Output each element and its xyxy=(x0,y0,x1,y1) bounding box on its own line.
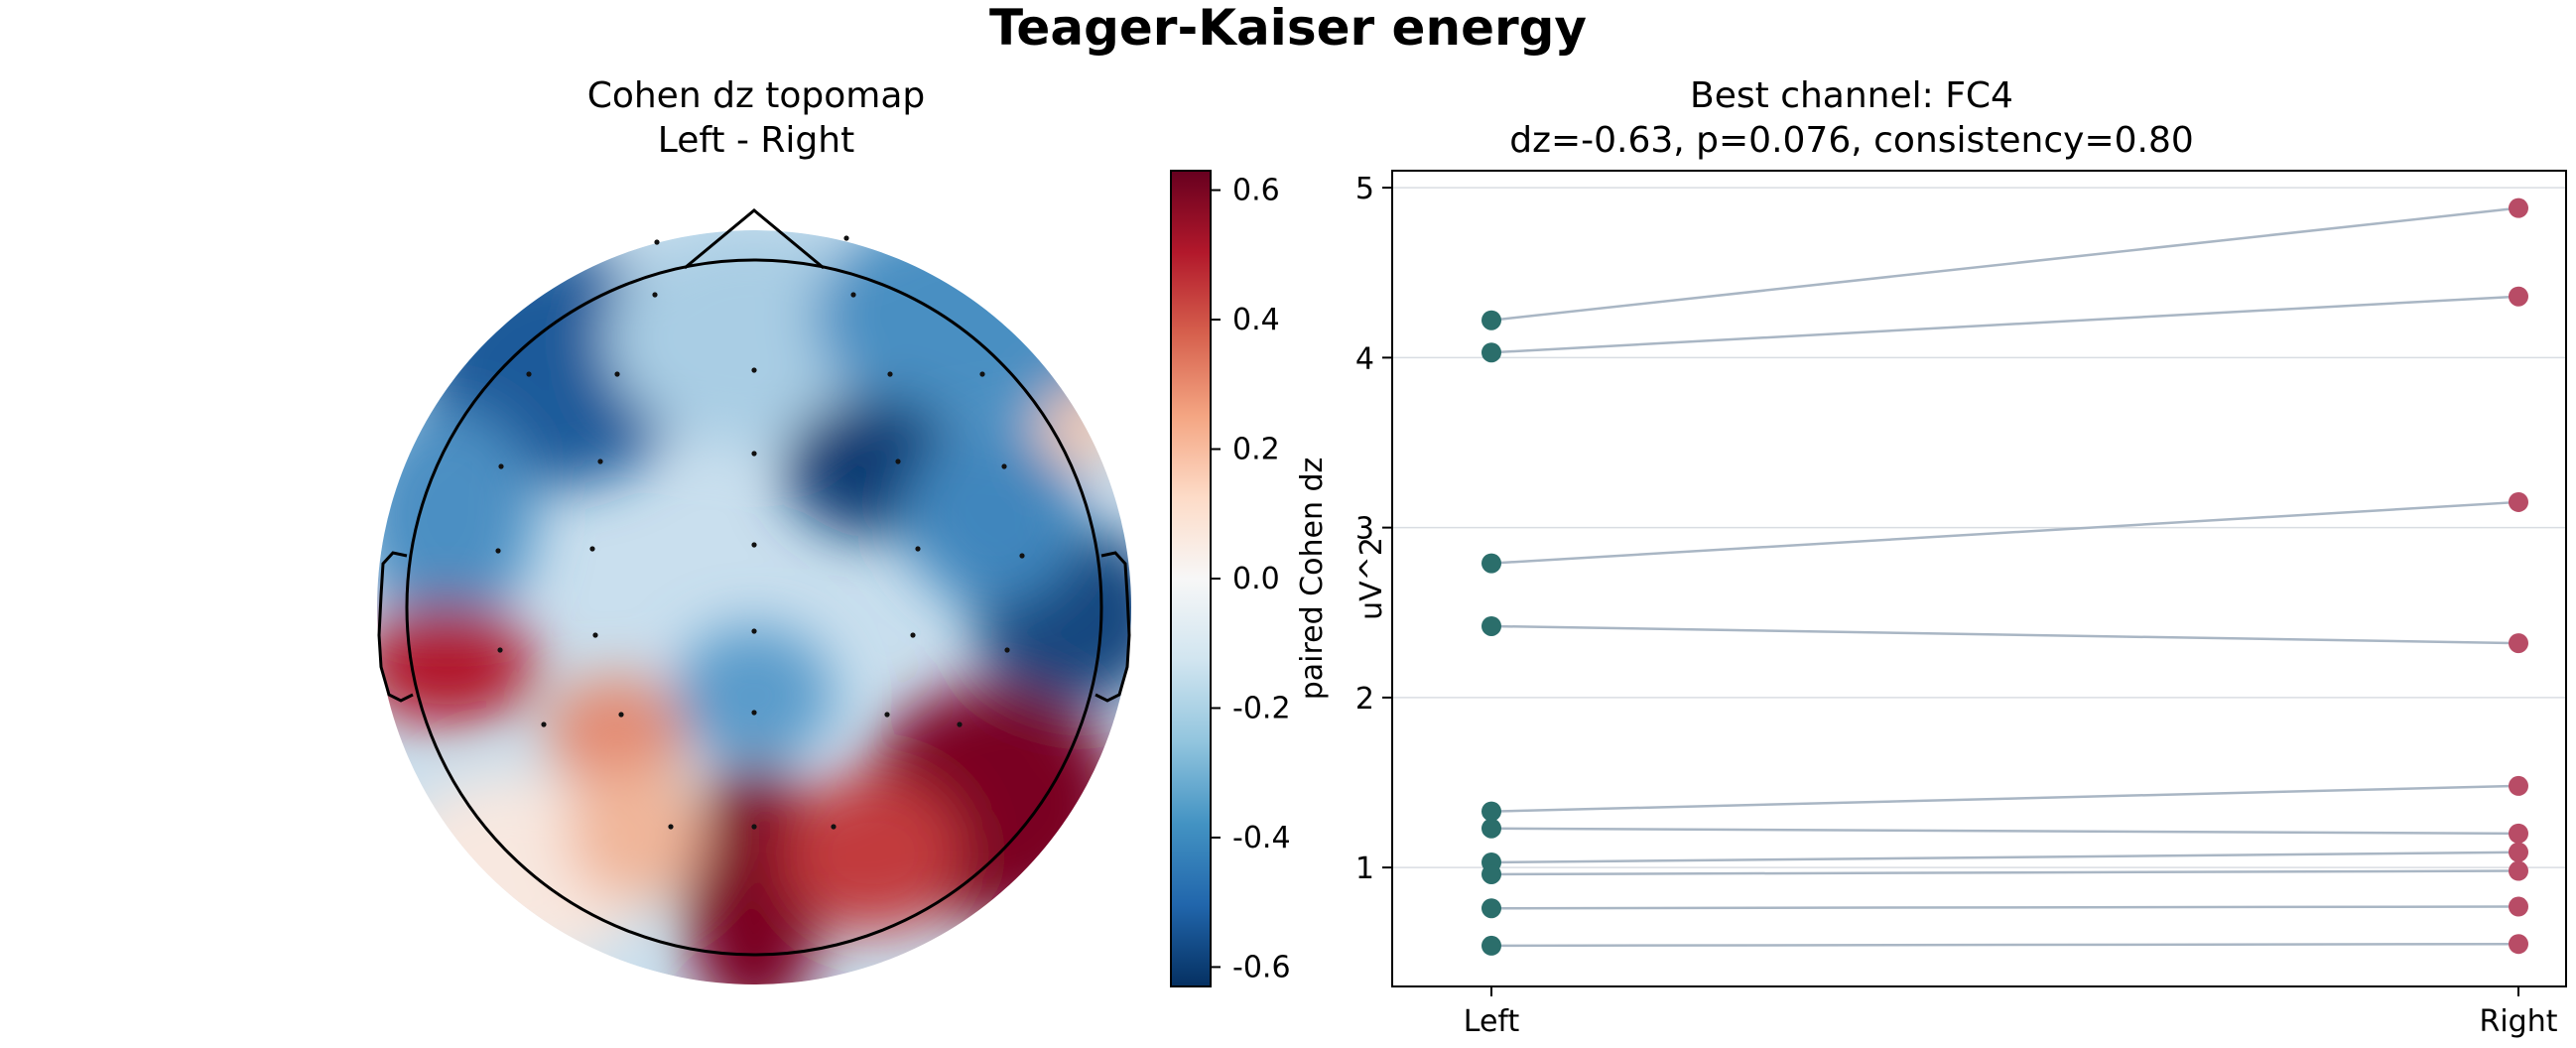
sensor-dot xyxy=(915,546,921,552)
sensor-dot xyxy=(831,824,837,830)
sensor-dot xyxy=(1019,553,1025,559)
colorbar-tick-label: 0.6 xyxy=(1232,174,1280,208)
pair-line xyxy=(1490,827,2519,836)
sensor-dot xyxy=(497,647,503,653)
pair-line xyxy=(1490,942,2519,948)
sensor-dot xyxy=(895,458,901,464)
left-point xyxy=(1481,935,1501,956)
y-axis-ticks: 1 2 3 4 5 xyxy=(1355,172,1392,886)
left-point xyxy=(1481,801,1501,822)
pair-line xyxy=(1490,295,2519,354)
topomap-field xyxy=(377,230,1131,984)
left-points xyxy=(1481,310,1501,956)
sensor-dot xyxy=(884,712,890,718)
right-point xyxy=(2509,286,2528,307)
colorbar-tick-label: -0.2 xyxy=(1232,691,1291,725)
sensor-dot xyxy=(495,548,501,554)
sensor-dot xyxy=(592,632,598,638)
sensor-dot xyxy=(652,292,658,298)
colorbar-tick-label: 0.2 xyxy=(1232,433,1280,467)
y-tick-label: 1 xyxy=(1355,852,1374,886)
pair-line xyxy=(1490,869,2519,876)
y-tick-label: 3 xyxy=(1355,512,1374,547)
sensor-dot xyxy=(541,721,547,727)
right-point xyxy=(2509,842,2528,862)
right-point xyxy=(2509,934,2528,955)
sensor-dot xyxy=(668,824,674,830)
sensor-dot xyxy=(751,628,757,634)
right-points xyxy=(2509,197,2528,955)
pair-line xyxy=(1490,206,2519,322)
left-point xyxy=(1481,553,1501,574)
right-point xyxy=(2509,491,2528,512)
sensor-dot xyxy=(887,371,893,377)
y-tick-label: 4 xyxy=(1355,341,1374,376)
x-tick-label: Left xyxy=(1464,1004,1520,1039)
y-axis-label: uV^2 xyxy=(1354,537,1389,620)
topomap-title-line2: Left - Right xyxy=(658,120,854,161)
pair-line xyxy=(1490,905,2519,910)
left-point xyxy=(1481,863,1501,884)
sensor-dot xyxy=(751,542,757,548)
best-channel-title-line1: Best channel: FC4 xyxy=(1690,75,2013,116)
colorbar-tick-label: -0.4 xyxy=(1232,821,1291,855)
sensor-dot xyxy=(957,721,963,727)
sensor-dot xyxy=(498,463,504,469)
topomap-title-line1: Cohen dz topomap xyxy=(587,75,926,116)
sensor-dot xyxy=(910,632,916,638)
right-point xyxy=(2509,633,2528,654)
right-point xyxy=(2509,823,2528,844)
sensor-dot xyxy=(979,371,985,377)
sensor-dot xyxy=(526,371,532,377)
colorbar xyxy=(1170,170,1212,987)
sensor-dot xyxy=(1001,463,1007,469)
sensor-dots xyxy=(495,235,1025,830)
figure-title: Teager-Kaiser energy xyxy=(989,0,1587,57)
colorbar-label: paired Cohen dz xyxy=(1295,458,1330,701)
pair-line xyxy=(1490,624,2519,645)
sensor-dot xyxy=(843,235,849,241)
best-channel-title-line2: dz=-0.63, p=0.076, consistency=0.80 xyxy=(1509,120,2194,161)
left-point xyxy=(1481,898,1501,919)
sensor-dot xyxy=(850,292,856,298)
x-tick-label: Right xyxy=(2480,1004,2558,1039)
pair-line xyxy=(1490,851,2519,864)
colorbar-tick-label: 0.0 xyxy=(1232,562,1280,596)
right-ear-outline xyxy=(1095,551,1131,703)
left-ear-outline xyxy=(377,551,414,703)
plot-frame xyxy=(1391,170,2567,987)
sensor-dot xyxy=(618,712,624,718)
sensor-dot xyxy=(589,546,595,552)
x-axis-ticks: Left Right xyxy=(1464,986,2558,1039)
sensor-dot xyxy=(1004,647,1010,653)
paired-lines xyxy=(1490,206,2519,948)
right-point xyxy=(2509,775,2528,796)
colorbar-tick-label: -0.6 xyxy=(1232,950,1291,984)
pair-line xyxy=(1490,500,2519,565)
sensor-dot xyxy=(751,367,757,373)
sensor-dot xyxy=(751,451,757,457)
sensor-dot xyxy=(597,458,603,464)
left-point xyxy=(1481,310,1501,330)
sensor-dot xyxy=(654,239,660,245)
colorbar-tick-label: 0.4 xyxy=(1232,303,1280,337)
y-tick-label: 2 xyxy=(1355,682,1374,717)
grid-lines xyxy=(1392,187,2566,868)
left-point xyxy=(1481,342,1501,363)
right-point xyxy=(2509,896,2528,917)
left-point xyxy=(1481,818,1501,839)
left-point xyxy=(1481,615,1501,636)
nose-outline xyxy=(684,208,825,270)
right-point xyxy=(2509,860,2528,881)
head-outline xyxy=(405,258,1103,957)
sensor-dot xyxy=(751,710,757,716)
right-point xyxy=(2509,197,2528,218)
sensor-dot xyxy=(614,371,620,377)
colorbar-ticks: 0.6 0.4 0.2 0.0 -0.2 -0.4 -0.6 xyxy=(1211,174,1291,984)
pair-line xyxy=(1490,784,2519,813)
y-tick-label: 5 xyxy=(1355,172,1374,206)
sensor-dot xyxy=(751,824,757,830)
